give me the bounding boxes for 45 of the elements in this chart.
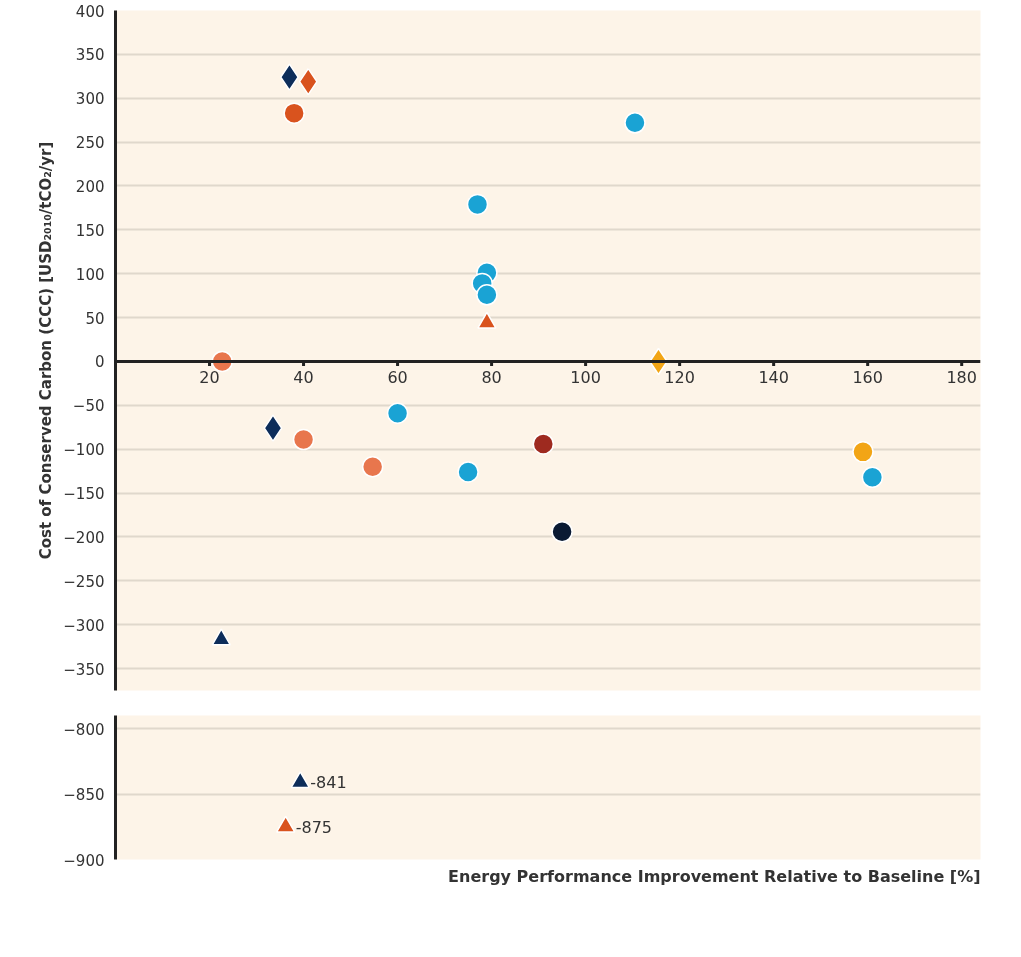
y-tick-label: 400 — [75, 2, 105, 21]
x-tick-label: 60 — [387, 368, 408, 388]
y-tick-label: −50 — [72, 397, 105, 416]
y-tick-label: −250 — [63, 572, 105, 591]
y-tick-label: −150 — [63, 485, 105, 504]
point — [861, 466, 884, 489]
y-tick-label: 350 — [75, 46, 105, 65]
x-tick-label: 140 — [758, 368, 789, 388]
x-tick-label: 120 — [664, 368, 695, 388]
point — [292, 428, 315, 451]
x-tick-label: 160 — [852, 368, 883, 388]
x-tick-label: 40 — [293, 368, 314, 388]
data-label: -841 — [310, 773, 347, 793]
y-tick-label: −800 — [63, 720, 105, 739]
point — [532, 433, 555, 455]
y-tick-label: −200 — [63, 528, 105, 547]
y-tick-label: 0 — [94, 353, 105, 372]
y-tick-label: 200 — [75, 177, 105, 196]
y-tick-label: 50 — [85, 309, 105, 328]
y-tick-label: −350 — [63, 660, 105, 679]
x-tick-label: 20 — [199, 368, 220, 388]
point — [852, 441, 874, 463]
point — [476, 284, 498, 306]
y-axis-title: Cost of Conserved Carbon (CCC) [USD₂₀₁₀/tCO₂/yr] — [37, 141, 56, 560]
x-axis-title: Energy Performance Improvement Relative to Baseline [%] — [448, 866, 981, 886]
y-tick-label: −900 — [63, 851, 105, 870]
y-tick-label: −300 — [63, 616, 105, 635]
data-label: -875 — [295, 817, 332, 837]
point — [386, 402, 409, 424]
point — [283, 102, 305, 124]
x-tick-label: 100 — [570, 368, 601, 388]
y-tick-label: 300 — [75, 90, 105, 109]
y-tick-label: 150 — [75, 221, 105, 240]
point — [624, 112, 646, 134]
point — [457, 461, 479, 483]
point — [361, 456, 384, 478]
point — [263, 414, 283, 442]
point — [551, 520, 573, 543]
y-tick-label: 100 — [75, 265, 105, 284]
x-tick-label: 180 — [946, 368, 977, 388]
y-tick-label: −100 — [63, 441, 105, 460]
y-tick-label: −850 — [63, 786, 105, 805]
x-tick-label: 80 — [481, 368, 502, 388]
y-tick-label: 250 — [75, 134, 105, 153]
point — [466, 193, 489, 216]
